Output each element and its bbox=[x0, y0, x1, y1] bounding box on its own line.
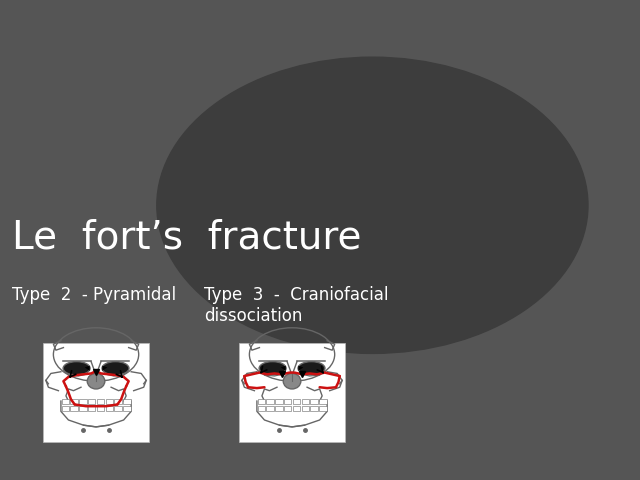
Polygon shape bbox=[102, 366, 108, 371]
Polygon shape bbox=[298, 366, 303, 371]
Bar bbox=[292, 406, 300, 411]
Circle shape bbox=[157, 57, 588, 353]
Bar bbox=[310, 406, 318, 411]
Bar bbox=[106, 406, 113, 411]
Ellipse shape bbox=[63, 361, 90, 375]
Bar bbox=[88, 406, 95, 411]
Bar bbox=[79, 399, 86, 405]
Bar bbox=[284, 406, 291, 411]
Bar bbox=[115, 399, 122, 405]
Bar bbox=[70, 406, 78, 411]
Ellipse shape bbox=[87, 373, 105, 389]
Bar bbox=[61, 399, 69, 405]
Bar bbox=[97, 406, 104, 411]
Bar bbox=[258, 406, 265, 411]
Bar bbox=[106, 399, 113, 405]
Bar bbox=[79, 406, 86, 411]
Bar bbox=[319, 406, 326, 411]
Polygon shape bbox=[281, 366, 286, 371]
Bar bbox=[97, 399, 104, 405]
Ellipse shape bbox=[298, 361, 325, 375]
Bar bbox=[284, 399, 291, 405]
Bar bbox=[275, 406, 283, 411]
Text: Type  2  - Pyramidal: Type 2 - Pyramidal bbox=[12, 286, 176, 304]
Bar bbox=[301, 399, 309, 405]
Bar bbox=[319, 399, 326, 405]
Bar bbox=[43, 343, 149, 442]
Bar bbox=[258, 399, 265, 405]
Bar bbox=[292, 399, 300, 405]
Polygon shape bbox=[84, 366, 90, 371]
Bar bbox=[61, 406, 69, 411]
Bar bbox=[266, 399, 274, 405]
Bar bbox=[123, 399, 131, 405]
Bar bbox=[301, 406, 309, 411]
Bar bbox=[123, 406, 131, 411]
Bar bbox=[275, 399, 283, 405]
Text: Type  3  -  Craniofacial
dissociation: Type 3 - Craniofacial dissociation bbox=[204, 286, 388, 325]
Bar bbox=[88, 399, 95, 405]
Text: Le  fort’s  fracture: Le fort’s fracture bbox=[12, 219, 361, 257]
Ellipse shape bbox=[102, 361, 129, 375]
Bar bbox=[239, 343, 346, 442]
Ellipse shape bbox=[284, 373, 301, 389]
Bar bbox=[266, 406, 274, 411]
Ellipse shape bbox=[259, 361, 286, 375]
Bar bbox=[70, 399, 78, 405]
Bar bbox=[310, 399, 318, 405]
Bar bbox=[115, 406, 122, 411]
